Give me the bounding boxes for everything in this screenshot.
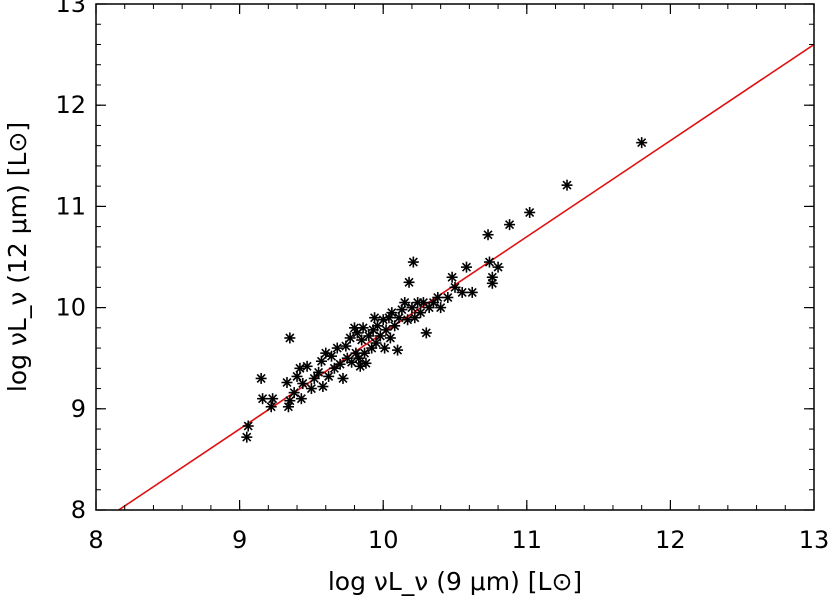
data-point <box>305 383 317 395</box>
x-tick-label: 13 <box>799 526 830 554</box>
data-point <box>504 219 516 231</box>
data-point <box>323 370 335 382</box>
y-tick-label: 11 <box>55 192 86 220</box>
data-point <box>267 393 279 405</box>
x-tick-label: 10 <box>368 526 399 554</box>
data-point <box>432 291 444 303</box>
data-point <box>384 332 396 344</box>
data-point <box>492 261 504 273</box>
y-tick-label: 13 <box>55 0 86 18</box>
data-point <box>357 322 369 334</box>
data-point <box>334 358 346 370</box>
data-point <box>337 372 349 384</box>
data-point <box>371 320 383 332</box>
y-tick-labels: 8 9 10 11 12 13 <box>55 0 86 524</box>
data-point <box>374 330 386 342</box>
data-point <box>344 332 356 344</box>
x-axis-label: log νL_ν (9 μm) [L⊙] <box>328 567 582 596</box>
data-point <box>315 355 327 367</box>
data-point <box>265 401 277 413</box>
data-point <box>483 256 495 268</box>
y-tick-label: 12 <box>55 91 86 119</box>
data-point <box>331 342 343 354</box>
data-point <box>420 327 432 339</box>
x-tick-label: 11 <box>512 526 543 554</box>
data-point <box>415 307 427 319</box>
data-point <box>288 387 300 399</box>
data-point <box>328 362 340 374</box>
y-tick-label: 8 <box>71 496 86 524</box>
data-point <box>281 376 293 388</box>
data-point <box>308 372 320 384</box>
data-point <box>241 431 253 443</box>
data-point <box>386 307 398 319</box>
data-point <box>389 320 401 332</box>
data-point <box>297 378 309 389</box>
data-point <box>291 370 303 382</box>
data-point <box>456 286 468 298</box>
data-point <box>294 362 306 374</box>
data-point <box>242 420 254 432</box>
x-tick-label: 9 <box>232 526 247 554</box>
y-tick-label: 10 <box>55 294 86 322</box>
plot-frame <box>95 3 815 511</box>
data-point <box>636 137 648 149</box>
data-point <box>380 324 392 336</box>
data-point <box>317 381 329 393</box>
data-point <box>369 312 381 324</box>
data-point <box>295 393 307 405</box>
data-point <box>442 291 454 303</box>
data-point <box>403 276 415 288</box>
data-point <box>363 330 375 342</box>
axis-ticks <box>95 3 815 511</box>
data-point <box>356 334 368 346</box>
data-point <box>284 395 296 407</box>
data-points <box>241 137 648 443</box>
data-point <box>255 372 267 384</box>
x-tick-label: 12 <box>655 526 686 554</box>
data-point <box>524 206 536 218</box>
data-point <box>466 286 478 298</box>
data-point <box>326 350 338 362</box>
data-point <box>360 357 372 369</box>
data-point <box>257 393 269 405</box>
data-point <box>313 366 325 378</box>
data-point <box>340 340 352 352</box>
data-point <box>359 347 371 359</box>
data-point <box>393 312 405 324</box>
data-point <box>301 360 313 372</box>
data-point <box>399 297 411 309</box>
data-point <box>435 302 447 314</box>
y-axis-label: log νL_ν (12 μm) [L⊙] <box>3 122 32 392</box>
data-point <box>407 256 419 268</box>
data-point <box>486 277 498 289</box>
data-point <box>482 229 494 241</box>
data-point <box>446 271 458 283</box>
data-point <box>402 314 414 326</box>
data-point <box>449 281 461 293</box>
x-tick-label: 8 <box>88 526 103 554</box>
data-point <box>379 342 391 354</box>
data-point <box>460 261 472 273</box>
x-tick-labels: 8 9 10 11 12 13 <box>88 526 829 554</box>
data-point <box>284 332 296 344</box>
y-tick-label: 9 <box>71 395 86 423</box>
data-point <box>561 179 573 191</box>
data-point <box>392 344 404 356</box>
